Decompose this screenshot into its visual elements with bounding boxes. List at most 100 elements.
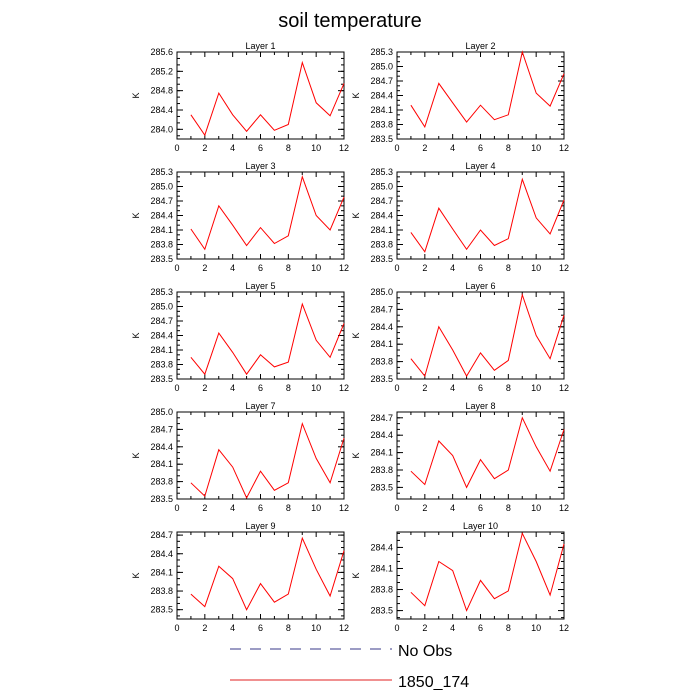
x-tick-label-layer-8: 12 <box>559 503 569 513</box>
y-axis-label-layer-1: K <box>131 92 141 98</box>
y-tick-label-layer-6: 284.4 <box>370 322 393 332</box>
x-tick-label-layer-3: 0 <box>174 263 179 273</box>
x-tick-label-layer-10: 12 <box>559 623 569 633</box>
y-tick-label-layer-9: 283.8 <box>150 586 173 596</box>
panel-title-layer-6: Layer 6 <box>465 281 495 291</box>
x-tick-label-layer-4: 0 <box>394 263 399 273</box>
y-tick-label-layer-3: 285.3 <box>150 167 173 177</box>
panel-title-layer-9: Layer 9 <box>245 521 275 531</box>
panel-title-layer-10: Layer 10 <box>463 521 498 531</box>
x-tick-label-layer-3: 8 <box>286 263 291 273</box>
panel-title-layer-8: Layer 8 <box>465 401 495 411</box>
series-line-layer-8 <box>410 416 565 489</box>
x-tick-label-layer-8: 0 <box>394 503 399 513</box>
y-tick-label-layer-8: 284.1 <box>370 448 393 458</box>
y-tick-label-layer-7: 284.1 <box>150 459 173 469</box>
x-tick-label-layer-6: 10 <box>531 383 541 393</box>
x-tick-label-layer-5: 10 <box>311 383 321 393</box>
x-tick-label-layer-4: 2 <box>422 263 427 273</box>
x-tick-label-layer-9: 4 <box>230 623 235 633</box>
y-axis-label-layer-5: K <box>131 332 141 338</box>
y-tick-label-layer-2: 285.0 <box>370 62 393 72</box>
x-tick-label-layer-6: 12 <box>559 383 569 393</box>
y-tick-label-layer-4: 284.4 <box>370 211 393 221</box>
y-tick-label-layer-7: 283.5 <box>150 494 173 504</box>
panel-title-layer-7: Layer 7 <box>245 401 275 411</box>
y-tick-label-layer-2: 284.7 <box>370 76 393 86</box>
y-tick-label-layer-9: 284.4 <box>150 549 173 559</box>
x-tick-label-layer-9: 8 <box>286 623 291 633</box>
panel-title-layer-4: Layer 4 <box>465 161 495 171</box>
y-tick-label-layer-4: 283.5 <box>370 254 393 264</box>
x-tick-label-layer-4: 8 <box>506 263 511 273</box>
y-axis-label-layer-4: K <box>351 212 361 218</box>
y-tick-label-layer-2: 284.1 <box>370 105 393 115</box>
panel-frame-layer-1 <box>176 51 345 140</box>
y-tick-label-layer-7: 283.8 <box>150 477 173 487</box>
x-tick-label-layer-3: 10 <box>311 263 321 273</box>
x-tick-label-layer-1: 6 <box>258 143 263 153</box>
x-tick-label-layer-8: 4 <box>450 503 455 513</box>
x-tick-label-layer-7: 8 <box>286 503 291 513</box>
y-tick-label-layer-10: 284.4 <box>370 542 393 552</box>
x-tick-label-layer-9: 6 <box>258 623 263 633</box>
y-tick-label-layer-9: 284.1 <box>150 567 173 577</box>
x-tick-label-layer-2: 4 <box>450 143 455 153</box>
x-tick-label-layer-4: 4 <box>450 263 455 273</box>
x-tick-label-layer-1: 8 <box>286 143 291 153</box>
x-tick-label-layer-5: 6 <box>258 383 263 393</box>
x-tick-label-layer-4: 12 <box>559 263 569 273</box>
x-tick-label-layer-9: 10 <box>311 623 321 633</box>
legend: No Obs 1850_174 <box>230 643 469 691</box>
series-line-layer-10 <box>410 531 565 612</box>
y-tick-label-layer-6: 284.7 <box>370 304 393 314</box>
y-tick-label-layer-10: 283.8 <box>370 585 393 595</box>
x-tick-label-layer-1: 2 <box>202 143 207 153</box>
series-line-layer-2 <box>410 50 565 129</box>
chart-title: soil temperature <box>278 10 421 32</box>
y-tick-label-layer-6: 285.0 <box>370 287 393 297</box>
y-tick-label-layer-8: 283.5 <box>370 482 393 492</box>
series-line-layer-6 <box>410 293 565 378</box>
x-tick-label-layer-7: 10 <box>311 503 321 513</box>
y-tick-label-layer-10: 283.5 <box>370 606 393 616</box>
y-tick-label-layer-5: 284.1 <box>150 345 173 355</box>
y-tick-label-layer-6: 283.5 <box>370 374 393 384</box>
x-tick-label-layer-3: 4 <box>230 263 235 273</box>
x-tick-label-layer-2: 2 <box>422 143 427 153</box>
x-tick-label-layer-8: 6 <box>478 503 483 513</box>
x-tick-label-layer-3: 2 <box>202 263 207 273</box>
x-tick-label-layer-6: 6 <box>478 383 483 393</box>
x-tick-label-layer-1: 0 <box>174 143 179 153</box>
y-tick-label-layer-8: 283.8 <box>370 465 393 475</box>
y-tick-label-layer-9: 284.7 <box>150 530 173 540</box>
x-tick-label-layer-6: 0 <box>394 383 399 393</box>
x-tick-label-layer-9: 0 <box>174 623 179 633</box>
legend-label-no-obs: No Obs <box>398 643 452 660</box>
y-tick-label-layer-5: 283.8 <box>150 360 173 370</box>
x-tick-label-layer-1: 12 <box>339 143 349 153</box>
y-tick-label-layer-2: 283.8 <box>370 120 393 130</box>
panel-title-layer-5: Layer 5 <box>245 281 275 291</box>
y-tick-label-layer-5: 284.4 <box>150 331 173 341</box>
x-tick-label-layer-2: 6 <box>478 143 483 153</box>
panel-title-layer-3: Layer 3 <box>245 161 275 171</box>
x-tick-label-layer-5: 12 <box>339 383 349 393</box>
y-tick-label-layer-1: 284.8 <box>150 86 173 96</box>
y-tick-label-layer-5: 284.7 <box>150 316 173 326</box>
series-line-layer-9 <box>190 536 345 611</box>
y-tick-label-layer-4: 284.1 <box>370 225 393 235</box>
x-tick-label-layer-1: 4 <box>230 143 235 153</box>
x-tick-label-layer-8: 2 <box>422 503 427 513</box>
x-tick-label-layer-5: 8 <box>286 383 291 393</box>
y-tick-label-layer-3: 283.5 <box>150 254 173 264</box>
y-tick-label-layer-6: 283.8 <box>370 357 393 367</box>
x-tick-label-layer-2: 12 <box>559 143 569 153</box>
y-axis-label-layer-6: K <box>351 332 361 338</box>
x-tick-label-layer-3: 12 <box>339 263 349 273</box>
panel-title-layer-2: Layer 2 <box>465 41 495 51</box>
x-tick-label-layer-10: 0 <box>394 623 399 633</box>
x-tick-label-layer-9: 2 <box>202 623 207 633</box>
x-tick-label-layer-6: 4 <box>450 383 455 393</box>
y-tick-label-layer-1: 285.6 <box>150 47 173 57</box>
